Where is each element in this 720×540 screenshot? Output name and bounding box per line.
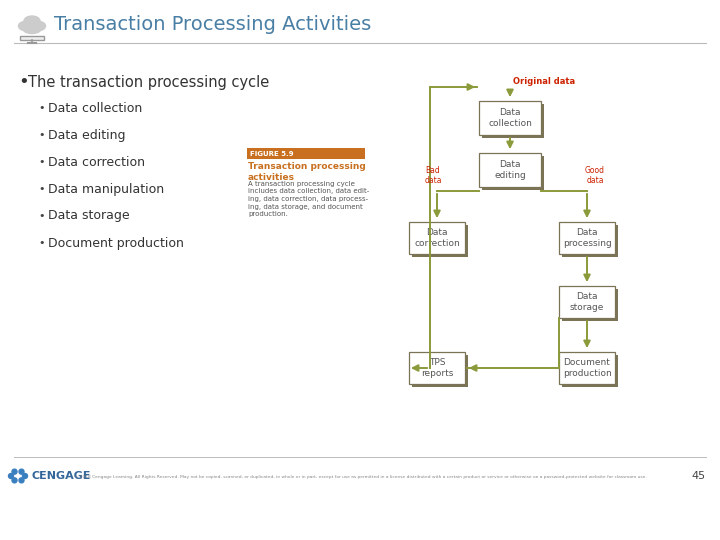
Text: •: •	[38, 130, 45, 140]
FancyBboxPatch shape	[482, 156, 544, 190]
Ellipse shape	[23, 24, 41, 33]
Text: The transaction processing cycle: The transaction processing cycle	[28, 75, 269, 90]
FancyBboxPatch shape	[247, 148, 365, 159]
FancyBboxPatch shape	[562, 355, 618, 387]
Text: •: •	[38, 211, 45, 221]
Ellipse shape	[24, 16, 40, 26]
FancyBboxPatch shape	[479, 153, 541, 187]
FancyBboxPatch shape	[409, 222, 465, 254]
FancyBboxPatch shape	[20, 36, 44, 40]
Text: •: •	[38, 238, 45, 248]
FancyBboxPatch shape	[562, 225, 618, 257]
Text: Data manipulation: Data manipulation	[48, 183, 164, 195]
Circle shape	[9, 474, 14, 478]
Text: Data editing: Data editing	[48, 129, 125, 141]
Text: © 2018 Cengage Learning. All Rights Reserved. May not be copied, scanned, or dup: © 2018 Cengage Learning. All Rights Rese…	[73, 475, 647, 479]
Text: Good
data: Good data	[585, 166, 605, 185]
FancyBboxPatch shape	[482, 104, 544, 138]
Text: •: •	[38, 103, 45, 113]
FancyBboxPatch shape	[559, 286, 615, 318]
FancyBboxPatch shape	[479, 101, 541, 135]
Text: Data collection: Data collection	[48, 102, 143, 114]
Circle shape	[12, 478, 17, 483]
Text: TPS
reports: TPS reports	[420, 358, 453, 378]
Text: Data
editing: Data editing	[494, 160, 526, 180]
FancyBboxPatch shape	[409, 352, 465, 384]
FancyBboxPatch shape	[412, 225, 468, 257]
Text: CENGAGE: CENGAGE	[32, 471, 91, 481]
Text: Data
processing: Data processing	[562, 228, 611, 248]
Text: •: •	[38, 157, 45, 167]
Text: Document
production: Document production	[562, 358, 611, 378]
Ellipse shape	[19, 22, 32, 30]
Circle shape	[19, 478, 24, 483]
Text: A transaction processing cycle
includes data collection, data edit-
ing, data co: A transaction processing cycle includes …	[248, 181, 369, 217]
Text: Document production: Document production	[48, 237, 184, 249]
Text: Transaction Processing Activities: Transaction Processing Activities	[54, 15, 372, 33]
FancyBboxPatch shape	[559, 222, 615, 254]
Text: Data storage: Data storage	[48, 210, 130, 222]
Circle shape	[19, 469, 24, 474]
Text: Data correction: Data correction	[48, 156, 145, 168]
Text: 45: 45	[692, 471, 706, 481]
Ellipse shape	[32, 22, 45, 30]
FancyBboxPatch shape	[562, 289, 618, 321]
Text: FIGURE 5.9: FIGURE 5.9	[250, 151, 294, 157]
Text: Data
collection: Data collection	[488, 108, 532, 128]
FancyBboxPatch shape	[559, 352, 615, 384]
FancyBboxPatch shape	[412, 355, 468, 387]
Circle shape	[22, 474, 27, 478]
Text: Data
storage: Data storage	[570, 292, 604, 312]
Text: •: •	[38, 184, 45, 194]
Text: Data
correction: Data correction	[414, 228, 460, 248]
Text: Transaction processing
activities: Transaction processing activities	[248, 162, 366, 182]
Circle shape	[12, 469, 17, 474]
Text: Original data: Original data	[513, 78, 575, 86]
Text: •: •	[18, 73, 29, 91]
Text: Bad
data: Bad data	[424, 166, 442, 185]
